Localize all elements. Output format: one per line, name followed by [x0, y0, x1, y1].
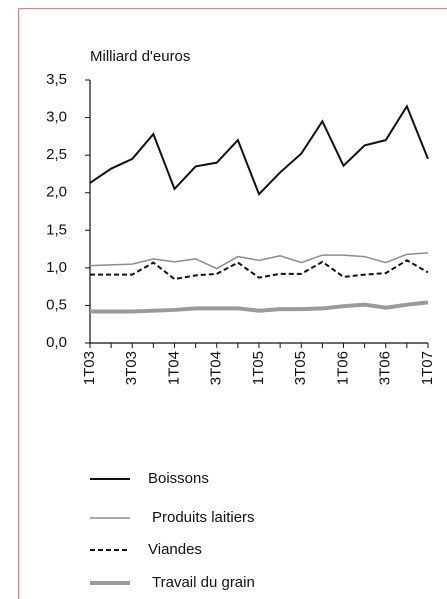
x-tick-label: 3T03 [123, 351, 140, 385]
y-tick-label: 2,0 [46, 184, 67, 201]
x-tick-label: 3T04 [208, 351, 225, 385]
y-tick-label: 1,5 [46, 221, 67, 238]
y-tick-label: 3,5 [46, 71, 67, 88]
series-line [90, 259, 429, 281]
y-axis-label: Milliard d'euros [90, 48, 190, 65]
y-tick-label: 2,5 [46, 146, 67, 163]
y-tick-label: 3,0 [46, 109, 67, 126]
x-tick-label: 1T04 [165, 351, 182, 385]
x-tick-label: 3T05 [292, 351, 309, 385]
y-tick-label: 0,5 [46, 296, 67, 313]
x-tick-label: 1T05 [250, 351, 267, 385]
legend-label: Travail du grain [152, 574, 255, 591]
series-line [89, 104, 429, 197]
x-tick-label: 1T07 [419, 351, 436, 385]
x-tick-label: 1T06 [334, 351, 351, 385]
y-tick-label: 0,0 [46, 334, 67, 351]
x-tick-label: 3T06 [377, 351, 394, 385]
legend-label: Viandes [148, 541, 202, 558]
legend-label: Boissons [148, 470, 209, 487]
series-line [90, 300, 429, 314]
series-line [89, 252, 429, 270]
legend-label: Produits laitiers [152, 509, 255, 526]
y-tick-label: 1,0 [46, 259, 67, 276]
x-tick-label: 1T03 [81, 351, 98, 385]
